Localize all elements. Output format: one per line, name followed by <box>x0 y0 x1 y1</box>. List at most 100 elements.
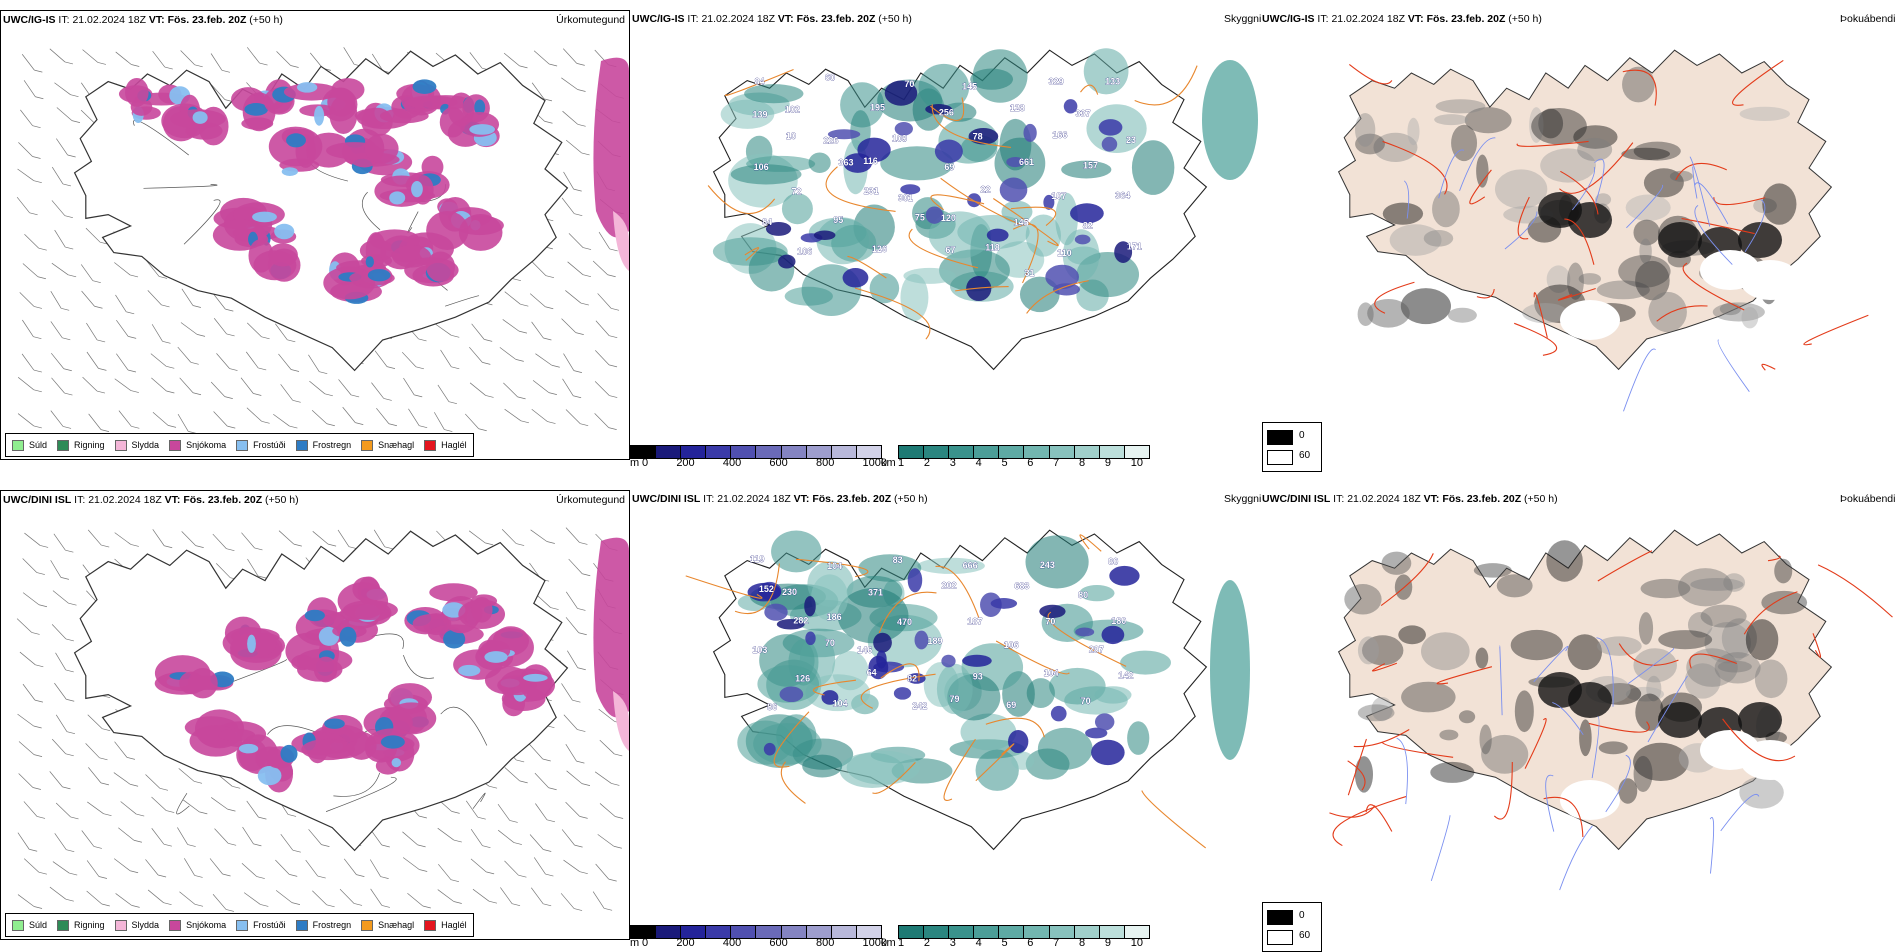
legend-label: Súld <box>29 440 48 450</box>
wind-barb <box>177 827 196 847</box>
wind-barb <box>179 377 202 396</box>
wind-barb <box>242 826 262 847</box>
wind-barb <box>305 859 326 879</box>
tick-label: 200 <box>676 457 695 469</box>
ceiling-label: 22 <box>980 184 990 194</box>
ceiling-colorbar <box>630 445 882 459</box>
ceiling-label: 126 <box>872 244 887 254</box>
road-line <box>1329 805 1376 818</box>
road-line <box>1347 760 1366 791</box>
low-visibility-area <box>811 574 849 621</box>
legend-label: Slydda <box>131 440 160 450</box>
low-visibility-area <box>939 249 1010 292</box>
wind-barb <box>152 412 177 428</box>
low-visibility-area <box>1011 751 1035 770</box>
wind-barb <box>337 529 358 550</box>
river-line <box>1744 199 1766 252</box>
wind-barb <box>464 413 487 432</box>
fog-shading <box>1464 107 1512 134</box>
wind-barb <box>21 54 43 73</box>
lead-time: (+50 h) <box>878 13 912 25</box>
wind-barb <box>311 409 335 427</box>
wind-barb <box>241 862 265 879</box>
legend-label: Súld <box>29 920 48 930</box>
wind-barb <box>308 829 330 847</box>
wind-barb <box>114 262 139 278</box>
low-visibility-area <box>757 665 820 703</box>
wind-barb <box>113 858 139 874</box>
river-line <box>1572 166 1596 211</box>
fog-shading <box>1640 578 1691 599</box>
issue-time-label: IT: <box>687 13 699 25</box>
fog-shading <box>1473 563 1512 578</box>
river-line <box>1552 702 1584 735</box>
low-ceiling-area <box>1109 565 1140 586</box>
visibility-unit: km <box>881 937 896 949</box>
ceiling-label: 118 <box>985 242 1000 252</box>
road-line <box>1564 218 1595 265</box>
legend-label: Frostregn <box>312 440 352 450</box>
road-line <box>872 761 916 794</box>
issue-time-value: 21.02.2024 18Z <box>1347 493 1421 505</box>
legend-item: Súld <box>12 439 48 451</box>
wind-barb <box>52 861 78 876</box>
wind-barb <box>503 52 528 69</box>
wind-barb <box>243 892 269 907</box>
ceiling-label: 470 <box>897 617 912 627</box>
wind-barb <box>530 529 555 544</box>
wind-barb <box>595 350 618 368</box>
tick-label: 1000 <box>862 457 887 469</box>
wind-barb <box>565 409 589 426</box>
tick-label: 0 <box>642 457 649 469</box>
precip-area <box>439 92 500 148</box>
fog-shading <box>1745 619 1779 661</box>
river-line <box>1403 180 1410 219</box>
fog-shading <box>1573 125 1618 149</box>
low-ceiling-area <box>813 230 836 240</box>
wind-barb <box>116 320 137 339</box>
low-ceiling-area <box>868 655 889 680</box>
wind-barb <box>592 260 616 278</box>
fog-shading <box>1430 761 1475 783</box>
wind-barb <box>275 859 298 877</box>
road-line <box>1682 262 1745 311</box>
river-line <box>1692 166 1698 199</box>
ceiling-label: 70 <box>1081 696 1091 706</box>
valid-time-value: Fös. 23.feb. 20Z <box>167 14 247 26</box>
fog-shading <box>1633 742 1689 782</box>
valid-time-value: Fös. 23.feb. 20Z <box>1442 493 1522 505</box>
precip-area <box>222 616 286 671</box>
road-line <box>1347 738 1367 796</box>
wind-barb <box>23 858 47 875</box>
tick-label: 7 <box>1053 937 1060 949</box>
fog-shading <box>1538 108 1564 139</box>
river-line <box>1694 182 1729 225</box>
wind-barb <box>373 529 393 550</box>
fog-shading <box>1382 202 1424 225</box>
river-line <box>1717 339 1750 392</box>
wind-barb <box>470 858 495 875</box>
terrain-contour <box>133 119 189 156</box>
tick-label: 1000 <box>862 937 887 949</box>
colorbar-bin <box>706 926 732 938</box>
ceiling-label: 145 <box>1014 217 1029 227</box>
road-line <box>1761 363 1776 371</box>
road-line <box>1533 292 1548 338</box>
wind-barb <box>371 382 392 401</box>
wind-barb <box>246 407 270 424</box>
product-name: Úrkomutegund <box>556 14 625 26</box>
road-line <box>1767 555 1781 562</box>
road-line <box>1079 534 1102 552</box>
wind-barb <box>179 891 204 907</box>
colorbar-bin <box>681 926 707 938</box>
tick-label: 800 <box>815 937 835 949</box>
wind-barb <box>23 80 44 100</box>
legend-item: Súld <box>12 919 48 931</box>
ceiling-label: 64 <box>867 667 877 677</box>
wind-barb <box>147 290 170 308</box>
wind-barb <box>369 859 389 879</box>
wind-barb <box>503 382 526 400</box>
colorbar-bin <box>1024 446 1050 458</box>
fog-shading <box>1723 573 1746 592</box>
valid-time-value: Fös. 23.feb. 20Z <box>1426 13 1506 25</box>
